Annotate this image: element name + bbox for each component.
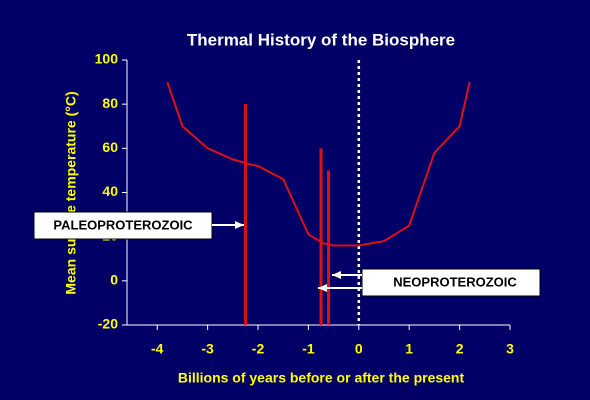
x-tick-label: -2 (252, 341, 265, 357)
annotation: NEOPROTEROZOIC (393, 274, 517, 289)
y-tick-label: 80 (102, 95, 118, 111)
annotation-box (33, 211, 213, 240)
arrow-head (318, 284, 327, 292)
y-axis-label: Mean surface temperature (°C) (63, 91, 79, 294)
annotation-box (361, 268, 541, 297)
x-tick-label: 3 (506, 341, 514, 357)
x-tick-label: -1 (302, 341, 315, 357)
x-tick-label: 1 (405, 341, 413, 357)
x-tick-label: -4 (151, 341, 164, 357)
y-tick-label: 40 (102, 183, 118, 199)
y-tick-label: 100 (95, 51, 119, 67)
x-tick-label: 2 (456, 341, 464, 357)
arrow-head (332, 271, 341, 279)
chart-title: Thermal History of the Biosphere (187, 30, 455, 49)
annotation: PALEOPROTEROZOIC (53, 217, 193, 232)
y-tick-label: -20 (98, 316, 118, 332)
y-tick-label: 0 (110, 272, 118, 288)
x-tick-label: -3 (201, 341, 214, 357)
x-tick-label: 0 (355, 341, 363, 357)
arrow-head (235, 221, 244, 229)
y-tick-label: 60 (102, 139, 118, 155)
x-axis-label: Billions of years before or after the pr… (178, 370, 465, 386)
temperature-line (166, 81, 471, 247)
